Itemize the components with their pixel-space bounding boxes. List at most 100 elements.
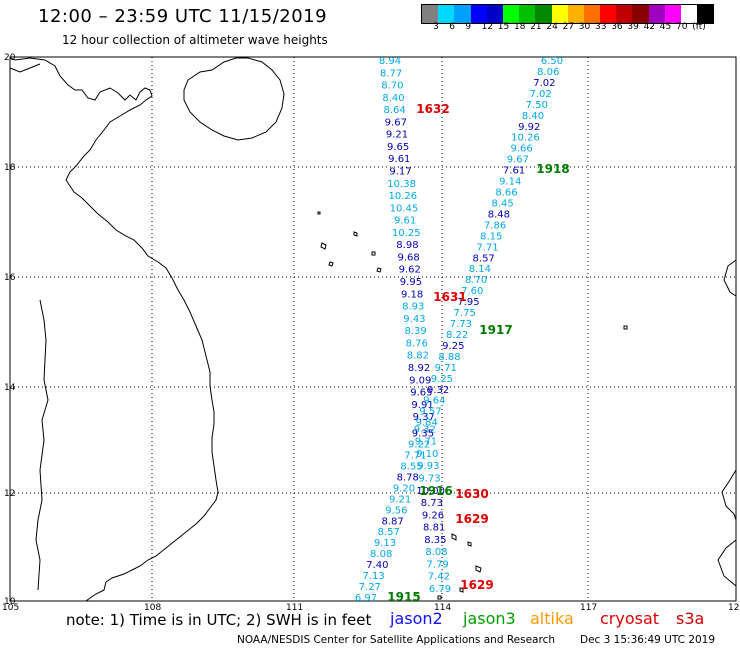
- swh-value-track-b: 9.14: [499, 177, 521, 188]
- swh-value-track-b: 8.45: [492, 198, 514, 209]
- swh-value-track-a: 8.93: [402, 302, 424, 313]
- scale-label: 42: [643, 22, 656, 32]
- scale-swatch: [470, 5, 487, 23]
- swh-value-track-b: 9.56: [385, 505, 407, 516]
- credit-stamp: Dec 3 15:36:49 UTC 2019: [580, 634, 716, 646]
- scale-swatch: [502, 5, 520, 23]
- swh-value-track-a: 8.81: [423, 523, 445, 534]
- swh-value-track-b: 7.13: [362, 571, 384, 582]
- pass-time-label: 1915: [387, 590, 420, 604]
- swh-value-track-a: 10.38: [387, 179, 416, 190]
- legend-note: note: 1) Time is in UTC; 2) SWH is in fe…: [66, 611, 372, 629]
- pass-time-label: 1629: [455, 512, 488, 526]
- scale-swatch: [486, 5, 503, 23]
- pass-time-label: 1630: [455, 487, 488, 501]
- pass-time-label: 1629: [460, 578, 493, 592]
- satellite-tracks: 8.948.778.708.408.649.679.219.659.619.17…: [355, 56, 563, 604]
- scale-swatch: [438, 5, 455, 23]
- swh-value-track-a: 8.77: [380, 68, 402, 79]
- latitude-label: 12: [4, 489, 16, 499]
- swh-value-track-a: 8.35: [424, 535, 446, 546]
- swh-value-track-b: 6.50: [541, 56, 563, 67]
- swh-value-track-b: 9.66: [510, 144, 532, 155]
- swh-value-track-b: 8.08: [370, 549, 392, 560]
- scale-swatch: [648, 5, 665, 23]
- scale-label: 27: [562, 22, 575, 32]
- swh-value-track-a: 9.09: [409, 375, 431, 386]
- swh-value-track-b: 9.92: [518, 122, 540, 133]
- swh-value-track-a: 9.32: [414, 424, 436, 435]
- swh-value-track-b: 7.61: [503, 166, 525, 177]
- swh-value-track-b: 7.50: [526, 100, 548, 111]
- scale-swatch: [697, 5, 714, 23]
- swh-value-track-b: 8.06: [537, 67, 559, 78]
- swh-value-track-b: 8.57: [473, 253, 495, 264]
- page-subtitle: 12 hour collection of altimeter wave hei…: [62, 33, 328, 47]
- coastline-west: [35, 299, 49, 591]
- swh-value-track-a: 8.40: [382, 93, 404, 104]
- longitude-label: 114: [434, 603, 452, 613]
- swh-value-track-a: 9.37: [413, 412, 435, 423]
- swh-value-track-a: 6.79: [429, 584, 451, 595]
- swh-value-track-a: 9.65: [387, 142, 409, 153]
- swh-value-track-a: 8.70: [381, 81, 403, 92]
- swh-value-track-b: 8.57: [378, 527, 400, 538]
- scale-swatch: [681, 5, 698, 23]
- swh-value-track-b: 7.75: [454, 308, 476, 319]
- swh-value-track-b: 8.55: [400, 461, 422, 472]
- scale-swatch: [567, 5, 584, 23]
- swh-value-track-b: 10.26: [511, 133, 540, 144]
- pass-time-label: 1631: [433, 290, 466, 304]
- pass-time-label: 1916: [419, 484, 452, 498]
- swh-value-track-b: 8.66: [495, 188, 517, 199]
- swh-value-track-b: 8.40: [522, 111, 544, 122]
- swh-value-track-a: 9.18: [401, 289, 423, 300]
- swh-value-track-b: 8.48: [488, 209, 510, 220]
- swh-value-track-a: 8.39: [404, 326, 426, 337]
- swh-value-track-a: 9.93: [417, 461, 439, 472]
- swh-value-track-a: 9.65: [410, 388, 432, 399]
- scale-label: 9: [465, 22, 472, 32]
- swh-value-track-b: 7.60: [461, 286, 483, 297]
- swh-value-track-a: 9.17: [389, 167, 411, 178]
- swh-value-track-b: 7.71: [404, 451, 426, 462]
- swh-value-track-a: 8.82: [407, 351, 429, 362]
- swh-value-track-a: 9.61: [394, 216, 416, 227]
- scale-label: 36: [611, 22, 623, 32]
- scale-swatch: [632, 5, 649, 23]
- scale-label: 18: [514, 22, 526, 32]
- swh-value-track-a: 8.76: [406, 338, 428, 349]
- time-labels: 1632 1918 1631 1917 1916 1630 1629 1629 1915: [387, 102, 569, 604]
- swh-value-track-b: 8.78: [397, 472, 419, 483]
- coastline-mainland: [9, 57, 219, 602]
- swh-value-track-b: 9.57: [419, 407, 441, 418]
- swh-value-track-a: 9.95: [400, 277, 422, 288]
- swh-value-track-b: 7.40: [366, 560, 388, 571]
- scale-label: 12: [481, 22, 494, 32]
- scale-swatch: [551, 5, 568, 23]
- swh-value-track-b: 7.02: [529, 89, 551, 100]
- pass-time-label: 1632: [416, 102, 449, 116]
- legend-jason3: jason3: [463, 609, 516, 628]
- swh-value-track-a: 7.79: [427, 559, 449, 570]
- swh-value-track-b: 9.35: [412, 429, 434, 440]
- swh-value-track-a: 7.42: [428, 572, 450, 583]
- scale-swatch: [583, 5, 601, 23]
- swh-value-track-b: 8.70: [465, 275, 487, 286]
- swh-value-track-a: 10.26: [388, 191, 417, 202]
- longitude-label: 117: [580, 603, 598, 613]
- swh-value-track-a: 9.26: [422, 510, 444, 521]
- small-islands: [317, 211, 628, 600]
- latitude-label: 16: [4, 273, 16, 283]
- scale-label: 21: [530, 22, 542, 32]
- graticule: [10, 57, 736, 601]
- scale-label: 33: [595, 22, 607, 32]
- swh-value-track-b: 8.15: [480, 231, 502, 242]
- swh-value-track-b: 9.22: [408, 440, 430, 451]
- scale-label: 6: [449, 22, 455, 32]
- swh-value-track-b: 7.95: [457, 297, 479, 308]
- scale-swatch: [535, 5, 552, 23]
- color-scale: [421, 4, 715, 24]
- swh-value-track-b: 9.32: [427, 385, 449, 396]
